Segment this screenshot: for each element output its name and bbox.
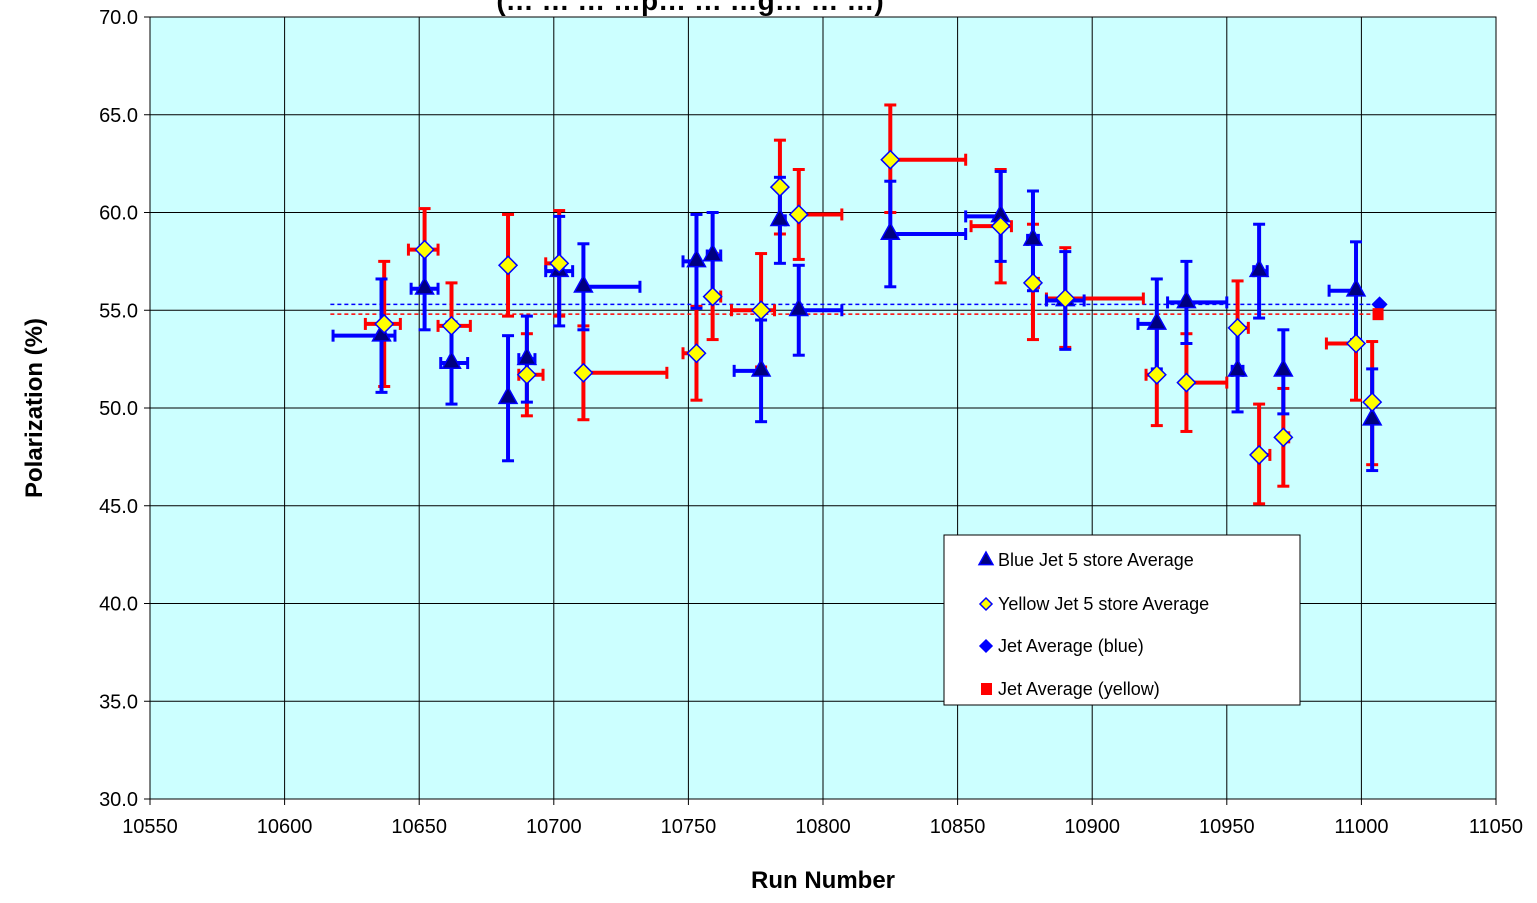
blue-jet-triangle-marker bbox=[1361, 407, 1383, 426]
legend: Blue Jet 5 store Average Yellow Jet 5 sto… bbox=[943, 534, 1301, 706]
blue-jet-triangle-marker bbox=[441, 350, 462, 369]
legend-entry-label: Yellow Jet 5 store Average bbox=[998, 594, 1209, 614]
yellow-jet-diamond-marker bbox=[573, 362, 594, 383]
yellow-jet-diamond-marker bbox=[1345, 333, 1367, 354]
legend-entry-label: Blue Jet 5 store Average bbox=[998, 550, 1194, 570]
x-tick-labels: 10550 10600 10650 10700 10750 10800 10850 10900… bbox=[122, 816, 1523, 838]
blue-jet-triangle-marker bbox=[750, 358, 772, 377]
blue-jet-triangle-marker bbox=[1176, 289, 1197, 309]
blue-jet-triangle-marker bbox=[769, 207, 791, 227]
x-axis-title: Run Number bbox=[751, 867, 895, 894]
x-tick-label: 10950 bbox=[1199, 816, 1255, 838]
blue-jet-triangle-marker bbox=[1273, 358, 1294, 377]
legend-blue-diamond-icon bbox=[978, 638, 994, 654]
blue-jet-triangle-marker bbox=[573, 274, 594, 293]
y-tick-label: 50.0 bbox=[99, 398, 138, 420]
yellow-jet-diamond-marker bbox=[990, 216, 1011, 237]
blue-jet-triangle-marker bbox=[880, 221, 901, 240]
blue-jet-triangle-marker bbox=[371, 323, 392, 342]
jet-average-yellow-marker bbox=[1372, 308, 1384, 321]
x-tick-label: 10850 bbox=[930, 816, 986, 838]
legend-red-square-icon bbox=[981, 683, 992, 695]
blue-jet-triangle-marker bbox=[414, 276, 435, 295]
blue-jet-triangle-marker bbox=[1227, 358, 1248, 377]
x-tick-label: 10600 bbox=[257, 816, 313, 838]
x-tick-label: 10550 bbox=[122, 816, 178, 838]
y-tick-label: 65.0 bbox=[99, 105, 138, 127]
yellow-jet-diamond-marker bbox=[702, 286, 723, 307]
legend-box bbox=[943, 534, 1301, 706]
blue-jet-triangle-marker bbox=[497, 385, 519, 405]
yellow-jet-diamond-marker bbox=[516, 364, 537, 385]
yellow-jet-diamond-marker bbox=[880, 149, 901, 170]
blue-jet-triangle-marker bbox=[686, 248, 707, 268]
yellow-jet-diamond-marker bbox=[769, 177, 790, 198]
chart-title: (… … … …p… … …g… … …) bbox=[496, 0, 883, 16]
yellow-jet-diamond-marker bbox=[414, 239, 435, 260]
blue-jet-triangle-marker bbox=[1345, 278, 1367, 297]
y-tick-label: 70.0 bbox=[99, 7, 138, 29]
y-tick-label: 30.0 bbox=[99, 789, 138, 811]
yellow-jet-diamond-marker bbox=[751, 300, 772, 321]
y-tick-label: 60.0 bbox=[99, 203, 138, 225]
blue-jet-triangle-marker bbox=[1248, 258, 1270, 278]
yellow-jet-diamond-marker bbox=[374, 313, 395, 334]
y-tick-label: 55.0 bbox=[99, 300, 138, 322]
blue-jet-triangle-marker bbox=[516, 346, 538, 366]
yellow-jet-diamond-marker bbox=[1362, 392, 1383, 413]
x-tick-label: 10800 bbox=[795, 816, 851, 838]
blue-jet-triangle-marker bbox=[788, 297, 810, 317]
yellow-jet-diamond-marker bbox=[441, 315, 462, 336]
yellow-jet-diamond-marker bbox=[497, 255, 519, 276]
legend-entry-label: Jet Average (yellow) bbox=[998, 679, 1160, 699]
legend-triangle-icon bbox=[977, 550, 995, 566]
yellow-jet-diamond-marker bbox=[1055, 288, 1076, 309]
yellow-jet-diamond-marker bbox=[1022, 272, 1044, 293]
x-tick-label: 10700 bbox=[526, 816, 582, 838]
blue-jet-triangle-marker bbox=[1022, 227, 1044, 246]
yellow-jet-diamond-marker bbox=[1146, 364, 1167, 385]
yellow-jet-diamond-marker bbox=[1176, 372, 1197, 393]
y-tick-label: 40.0 bbox=[99, 594, 138, 616]
x-tick-label: 10750 bbox=[661, 816, 717, 838]
yellow-jet-diamond-marker bbox=[1273, 427, 1294, 448]
yellow-jet-diamond-marker bbox=[686, 343, 707, 364]
x-tick-label: 11050 bbox=[1469, 816, 1523, 838]
data-markers bbox=[371, 149, 1388, 465]
y-tick-label: 45.0 bbox=[99, 496, 138, 518]
y-axis-title: Polarization (%) bbox=[21, 318, 48, 498]
y-tick-labels: 30.0 35.0 40.0 45.0 50.0 55.0 60.0 65.0 70.0 bbox=[99, 7, 138, 811]
blue-jet-triangle-marker bbox=[1146, 311, 1168, 330]
yellow-jet-diamond-marker bbox=[1249, 444, 1270, 465]
yellow-jet-diamond-marker bbox=[549, 253, 570, 274]
x-tick-label: 10650 bbox=[391, 816, 447, 838]
y-tick-label: 35.0 bbox=[99, 691, 138, 713]
yellow-jet-diamond-marker bbox=[1227, 317, 1248, 338]
legend-entry-label: Jet Average (blue) bbox=[998, 636, 1144, 656]
legend-yellow-diamond-icon bbox=[978, 596, 994, 612]
x-tick-label: 11000 bbox=[1334, 816, 1388, 838]
x-tick-label: 10900 bbox=[1064, 816, 1120, 838]
blue-jet-triangle-marker bbox=[702, 242, 723, 262]
yellow-jet-diamond-marker bbox=[788, 204, 809, 225]
